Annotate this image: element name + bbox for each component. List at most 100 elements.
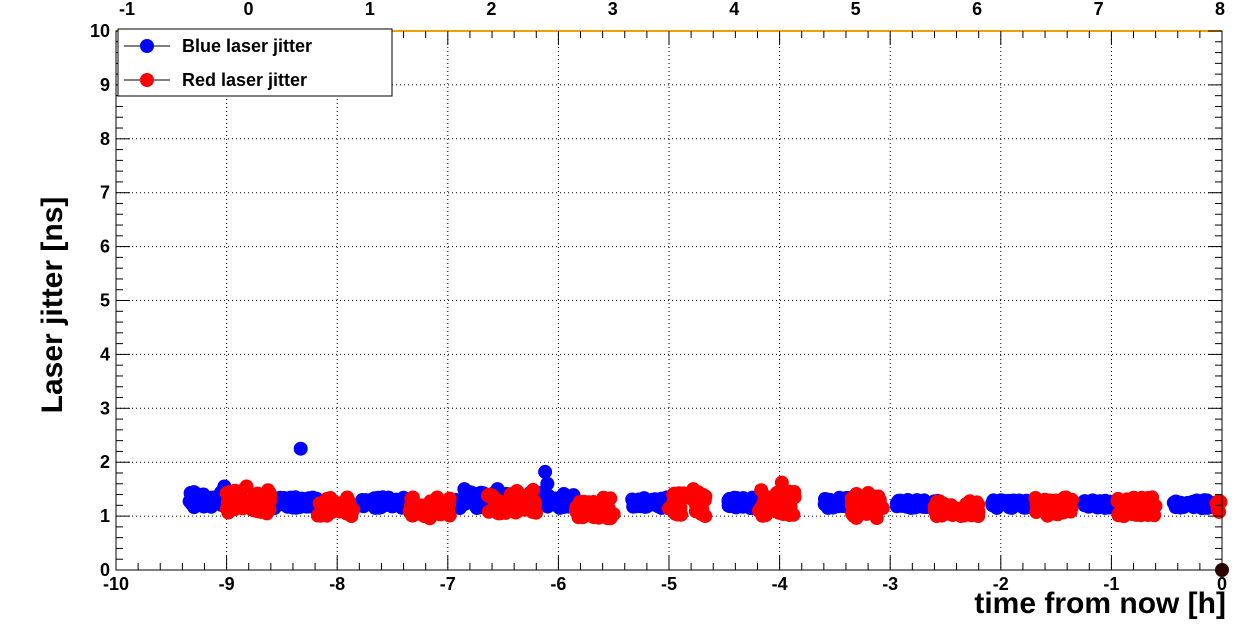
data-point (227, 483, 242, 498)
legend-box (117, 28, 393, 97)
x-tick-label: -3 (882, 574, 898, 594)
data-point (293, 441, 308, 456)
data-point (1116, 509, 1131, 524)
data-point (639, 493, 653, 508)
legend-marker-red (140, 73, 154, 87)
data-point (442, 491, 457, 506)
data-point (339, 506, 354, 521)
data-point (954, 509, 968, 524)
data-point (990, 500, 1004, 515)
legend-label-blue: Blue laser jitter (182, 36, 312, 56)
top-tick-label: -1 (119, 0, 135, 19)
data-point (259, 506, 274, 521)
data-point (457, 482, 472, 497)
data-point (904, 500, 919, 515)
axis-ticks (115, 30, 1223, 571)
data-point (422, 511, 437, 526)
y-tick-label: 1 (100, 506, 110, 526)
top-tick-label: 4 (729, 0, 739, 19)
top-tick-label: 7 (1094, 0, 1104, 19)
data-point (1085, 493, 1100, 508)
y-tick-label: 5 (100, 291, 110, 311)
x-tick-label: -9 (219, 574, 235, 594)
data-point (578, 502, 593, 517)
legend-marker-blue (140, 39, 154, 53)
data-point (847, 507, 862, 522)
data-point (1148, 499, 1163, 514)
data-point (602, 511, 617, 526)
data-point (262, 485, 277, 500)
data-points (182, 441, 1229, 577)
data-point (654, 491, 669, 506)
top-tick-label: 0 (243, 0, 253, 19)
data-point (1028, 491, 1043, 505)
x-tick-label: -7 (440, 574, 456, 594)
y-tick-label: 10 (90, 21, 110, 41)
data-point (784, 493, 799, 508)
data-point (368, 497, 383, 512)
x-tick-label: -5 (661, 574, 677, 594)
data-point (754, 483, 769, 498)
x-tick-label: 0 (1217, 574, 1227, 594)
x-tick-label: -2 (993, 574, 1009, 594)
data-point (668, 506, 683, 521)
data-point (250, 495, 265, 510)
x-tick-label: -1 (1103, 574, 1119, 594)
data-point (686, 482, 701, 497)
y-tick-label: 6 (100, 237, 110, 257)
top-tick-label: 2 (486, 0, 496, 19)
top-tick-label: 5 (851, 0, 861, 19)
data-point (935, 496, 950, 511)
data-point (1176, 500, 1191, 515)
top-tick-label: 8 (1215, 0, 1225, 19)
data-point (729, 491, 744, 505)
top-tick-label: 1 (365, 0, 375, 19)
data-point (467, 497, 482, 512)
data-point (518, 502, 533, 517)
data-point (1040, 508, 1055, 523)
data-point (875, 501, 890, 516)
x-tick-label: -6 (550, 574, 566, 594)
x-axis-title: time from now [h] (974, 587, 1226, 620)
y-tick-label: 7 (100, 183, 110, 203)
data-point (326, 501, 341, 516)
data-point (512, 487, 527, 502)
data-point (1211, 494, 1226, 509)
data-point (1197, 493, 1212, 508)
y-tick-label: 3 (100, 398, 110, 418)
y-tick-label: 2 (100, 452, 110, 472)
data-point (430, 490, 445, 505)
data-point (689, 500, 704, 514)
series-red (219, 475, 1228, 526)
y-tick-label: 0 (100, 560, 110, 580)
data-point (1012, 494, 1027, 509)
data-point (1059, 493, 1074, 508)
top-tick-label: 3 (608, 0, 618, 19)
data-point (826, 500, 841, 515)
data-point (340, 490, 355, 505)
data-point (671, 487, 685, 502)
data-point (959, 497, 974, 512)
data-point (293, 492, 308, 507)
x-tick-label: -10 (103, 574, 129, 594)
data-point (485, 488, 500, 503)
data-point (540, 476, 555, 491)
data-point (239, 479, 254, 494)
data-point (221, 501, 235, 515)
top-tick-label: 6 (972, 0, 982, 19)
legend-label-red: Red laser jitter (182, 70, 307, 90)
y-tick-label: 4 (100, 344, 110, 364)
y-tick-label: 8 (100, 129, 110, 149)
data-point (774, 475, 789, 490)
data-point (487, 502, 502, 517)
data-point (1119, 497, 1133, 512)
data-point (1133, 508, 1148, 523)
x-tick-label: -4 (772, 574, 788, 594)
y-axis-title: Laser jitter [ns] (36, 197, 69, 414)
data-point (405, 498, 420, 513)
legend: Blue laser jitter Red laser jitter (117, 28, 393, 97)
y-tick-label: 9 (100, 75, 110, 95)
x-tick-label: -8 (329, 574, 345, 594)
